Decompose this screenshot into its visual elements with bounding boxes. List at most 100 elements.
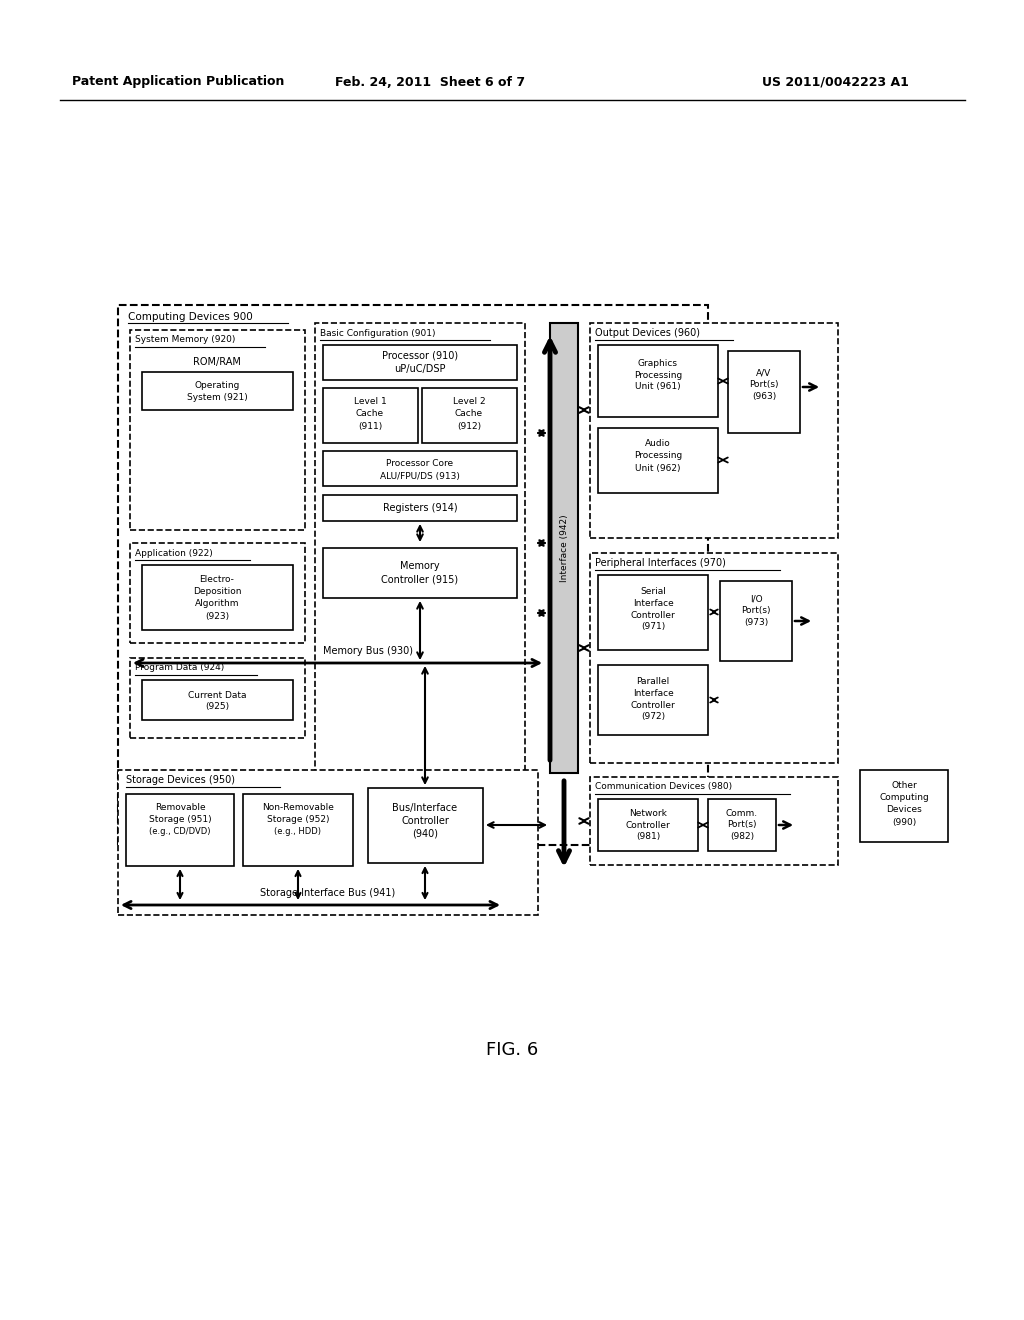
Text: (925): (925): [205, 702, 229, 711]
Text: Processor (910): Processor (910): [382, 351, 458, 360]
Text: Communication Devices (980): Communication Devices (980): [595, 783, 732, 792]
Text: (963): (963): [752, 392, 776, 401]
Text: (971): (971): [641, 623, 666, 631]
Text: System Memory (920): System Memory (920): [135, 335, 236, 345]
Text: Feb. 24, 2011  Sheet 6 of 7: Feb. 24, 2011 Sheet 6 of 7: [335, 75, 525, 88]
Bar: [130, 543, 305, 643]
Bar: [422, 388, 517, 444]
Bar: [130, 657, 305, 738]
Text: (982): (982): [730, 833, 754, 842]
Text: Registers (914): Registers (914): [383, 503, 458, 513]
Bar: [323, 548, 517, 598]
Text: Program Data (924): Program Data (924): [135, 664, 224, 672]
Text: I/O: I/O: [750, 594, 762, 603]
Bar: [598, 665, 708, 735]
Bar: [598, 345, 718, 417]
Text: Application (922): Application (922): [135, 549, 213, 557]
Text: Serial: Serial: [640, 586, 666, 595]
Bar: [590, 553, 838, 763]
Text: Parallel: Parallel: [636, 676, 670, 685]
Bar: [590, 777, 838, 865]
Text: Computing Devices 900: Computing Devices 900: [128, 312, 253, 322]
Text: Bus/Interface: Bus/Interface: [392, 803, 458, 813]
Text: Operating: Operating: [195, 381, 240, 391]
Text: Cache: Cache: [455, 409, 483, 418]
Text: Storage (951): Storage (951): [148, 816, 211, 825]
Text: Port(s): Port(s): [741, 606, 771, 615]
Text: System (921): System (921): [186, 393, 248, 403]
Text: (940): (940): [412, 829, 438, 840]
Text: Unit (961): Unit (961): [635, 383, 681, 392]
Text: Peripheral Interfaces (970): Peripheral Interfaces (970): [595, 558, 726, 568]
Bar: [243, 795, 353, 866]
Text: Current Data: Current Data: [187, 690, 246, 700]
Text: Network: Network: [629, 808, 667, 817]
Text: ROM/RAM: ROM/RAM: [194, 356, 241, 367]
Text: (990): (990): [892, 817, 916, 826]
Bar: [118, 770, 538, 915]
Text: Cache: Cache: [356, 409, 384, 418]
Text: (911): (911): [357, 421, 382, 430]
Text: Storage Interface Bus (941): Storage Interface Bus (941): [260, 888, 395, 898]
Text: Interface: Interface: [633, 689, 674, 697]
Text: (e.g., HDD): (e.g., HDD): [274, 828, 322, 837]
Text: Storage Devices (950): Storage Devices (950): [126, 775, 234, 785]
Text: Comm.: Comm.: [726, 808, 758, 817]
Text: Other: Other: [891, 781, 916, 791]
Text: Patent Application Publication: Patent Application Publication: [72, 75, 285, 88]
Bar: [315, 323, 525, 774]
Bar: [142, 565, 293, 630]
Text: A/V: A/V: [757, 368, 772, 378]
Text: (912): (912): [457, 421, 481, 430]
Text: (973): (973): [743, 619, 768, 627]
Text: Level 2: Level 2: [453, 397, 485, 407]
Text: Audio: Audio: [645, 440, 671, 449]
Bar: [323, 495, 517, 521]
Text: Processor Core: Processor Core: [386, 459, 454, 469]
Text: Basic Configuration (901): Basic Configuration (901): [319, 329, 435, 338]
Text: (972): (972): [641, 713, 665, 722]
Text: Level 1: Level 1: [353, 397, 386, 407]
Bar: [598, 576, 708, 649]
Text: Interface: Interface: [633, 598, 674, 607]
Text: uP/uC/DSP: uP/uC/DSP: [394, 364, 445, 374]
Text: Graphics: Graphics: [638, 359, 678, 367]
Text: Interface (942): Interface (942): [559, 515, 568, 582]
Text: (e.g., CD/DVD): (e.g., CD/DVD): [150, 828, 211, 837]
Bar: [126, 795, 234, 866]
Bar: [130, 330, 305, 531]
Text: Non-Removable: Non-Removable: [262, 804, 334, 813]
Bar: [118, 305, 708, 845]
Bar: [142, 680, 293, 719]
Text: ALU/FPU/DS (913): ALU/FPU/DS (913): [380, 471, 460, 480]
Text: Algorithm: Algorithm: [195, 599, 240, 609]
Text: Processing: Processing: [634, 371, 682, 380]
Bar: [550, 323, 578, 774]
Text: Port(s): Port(s): [750, 380, 778, 389]
Text: Electro-: Electro-: [200, 576, 234, 585]
Bar: [323, 345, 517, 380]
Text: (923): (923): [205, 611, 229, 620]
Text: Memory Bus (930): Memory Bus (930): [323, 645, 413, 656]
Bar: [708, 799, 776, 851]
Text: (981): (981): [636, 833, 660, 842]
Text: Output Devices (960): Output Devices (960): [595, 327, 700, 338]
Bar: [142, 372, 293, 411]
Text: Deposition: Deposition: [193, 587, 242, 597]
Text: Computing: Computing: [880, 793, 929, 803]
Text: Port(s): Port(s): [727, 821, 757, 829]
Bar: [323, 451, 517, 486]
Bar: [720, 581, 792, 661]
Text: Controller (915): Controller (915): [381, 576, 459, 585]
Text: Unit (962): Unit (962): [635, 463, 681, 473]
Bar: [368, 788, 483, 863]
Text: FIG. 6: FIG. 6: [485, 1041, 539, 1059]
Bar: [728, 351, 800, 433]
Text: US 2011/0042223 A1: US 2011/0042223 A1: [762, 75, 909, 88]
Text: Controller: Controller: [631, 610, 676, 619]
Bar: [860, 770, 948, 842]
Bar: [323, 388, 418, 444]
Bar: [598, 428, 718, 492]
Text: Memory: Memory: [400, 561, 440, 572]
Text: Controller: Controller: [631, 701, 676, 710]
